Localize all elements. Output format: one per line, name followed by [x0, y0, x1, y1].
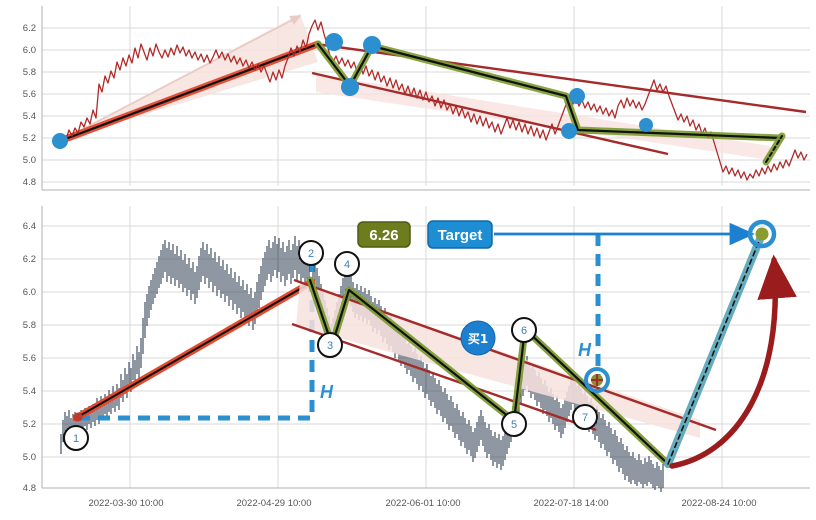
lower-ytick-0: 6.4: [23, 221, 36, 232]
wave-number-1[interactable]: 1: [63, 425, 89, 451]
upper-impulse-leg: [56, 40, 322, 145]
channel-lower-line: [291, 322, 597, 432]
wave-number-4-label: 4: [344, 259, 350, 271]
h-label-right: H: [578, 340, 592, 360]
upper-panel: 6.2 6.0 5.8 5.6 5.4 5.2 5.0 4.8: [0, 0, 816, 198]
xtick-4: 2022-08-24 10:00: [681, 498, 756, 509]
upper-wave-overlay: [314, 40, 786, 166]
wave-number-2[interactable]: 2: [298, 240, 324, 266]
pivot-dot[interactable]: [569, 88, 585, 104]
wave-number-1-label: 1: [73, 433, 79, 445]
upper-ytick-6: 5.0: [23, 155, 36, 166]
pivot-dot[interactable]: [639, 118, 653, 132]
lower-ytick-6: 5.2: [23, 419, 36, 430]
wave-number-2-label: 2: [308, 248, 314, 260]
lower-y-axis-labels: 6.4 6.2 6.0 5.8 5.6 5.4 5.2 5.0 4.8: [23, 221, 36, 494]
h-measure-right: H: [494, 222, 755, 380]
wave-number-markers[interactable]: 1 2 3 4 5 6 7: [63, 240, 598, 451]
upper-ytick-2: 5.8: [23, 67, 36, 78]
wave-number-6-label: 6: [521, 325, 527, 337]
buy-marker[interactable]: 买1: [460, 320, 496, 356]
lower-ytick-2: 6.0: [23, 287, 36, 298]
upper-price-line: [59, 19, 808, 181]
lower-ytick-8: 4.8: [23, 483, 36, 494]
wave-number-3-label: 3: [327, 340, 333, 352]
buy-marker-label: 买1: [468, 332, 488, 346]
pivot-dot[interactable]: [363, 36, 381, 54]
lower-ytick-7: 5.0: [23, 452, 36, 463]
wave-number-5[interactable]: 5: [501, 411, 527, 437]
pivot-dot[interactable]: [561, 123, 577, 139]
wave-number-5-label: 5: [511, 419, 517, 431]
upper-panel-svg: 6.2 6.0 5.8 5.6 5.4 5.2 5.0 4.8: [23, 6, 810, 191]
lower-ytick-5: 5.4: [23, 386, 36, 397]
lower-panel-svg: 6.4 6.2 6.0 5.8 5.6 5.4 5.2 5.0 4.8 H H: [23, 206, 810, 509]
projection-leg: [664, 230, 766, 468]
upper-y-axis-labels: 6.2 6.0 5.8 5.6 5.4 5.2 5.0 4.8: [23, 23, 36, 188]
target-badge-label: Target: [438, 227, 483, 244]
wave-number-6[interactable]: 6: [511, 317, 537, 343]
upper-ytick-1: 6.0: [23, 45, 36, 56]
target-badge[interactable]: Target: [427, 220, 493, 249]
price-badge[interactable]: 6.26: [357, 221, 411, 248]
target-point-marker[interactable]: [747, 219, 777, 249]
upper-pivot-dots[interactable]: [52, 33, 653, 149]
pivot-markers-lower[interactable]: [584, 219, 777, 393]
upper-ytick-0: 6.2: [23, 23, 36, 34]
wave-number-3[interactable]: 3: [317, 332, 343, 358]
upper-ytick-7: 4.8: [23, 177, 36, 188]
upper-ytick-4: 5.4: [23, 111, 36, 122]
pivot-marker-h[interactable]: [584, 367, 610, 393]
xtick-0: 2022-03-30 10:00: [88, 498, 163, 509]
wave-number-7[interactable]: 7: [572, 404, 598, 430]
wave-number-4[interactable]: 4: [334, 251, 360, 277]
price-badge-label: 6.26: [369, 227, 398, 244]
lower-ytick-4: 5.6: [23, 353, 36, 364]
upper-rising-wedge: [60, 14, 318, 141]
target-point-core: [755, 227, 769, 241]
pivot-dot[interactable]: [325, 33, 343, 51]
pivot-dot[interactable]: [52, 133, 68, 149]
lower-ytick-1: 6.2: [23, 254, 36, 265]
lower-panel: 6.4 6.2 6.0 5.8 5.6 5.4 5.2 5.0 4.8 H H: [0, 198, 816, 520]
impulse-leg-1-2: [72, 278, 316, 422]
upper-ytick-3: 5.6: [23, 89, 36, 100]
xtick-1: 2022-04-29 10:00: [236, 498, 311, 509]
lower-x-axis-labels: 2022-03-30 10:00 2022-04-29 10:00 2022-0…: [88, 498, 756, 509]
xtick-3: 2022-07-18 14:00: [533, 498, 608, 509]
wave-number-7-label: 7: [582, 412, 588, 424]
pivot-dot[interactable]: [341, 78, 359, 96]
momentum-arrow: [669, 254, 797, 469]
upper-ytick-5: 5.2: [23, 133, 36, 144]
lower-gridlines: [42, 206, 810, 489]
xtick-2: 2022-06-01 10:00: [385, 498, 460, 509]
lower-ytick-3: 5.8: [23, 320, 36, 331]
h-label-left: H: [320, 382, 334, 402]
